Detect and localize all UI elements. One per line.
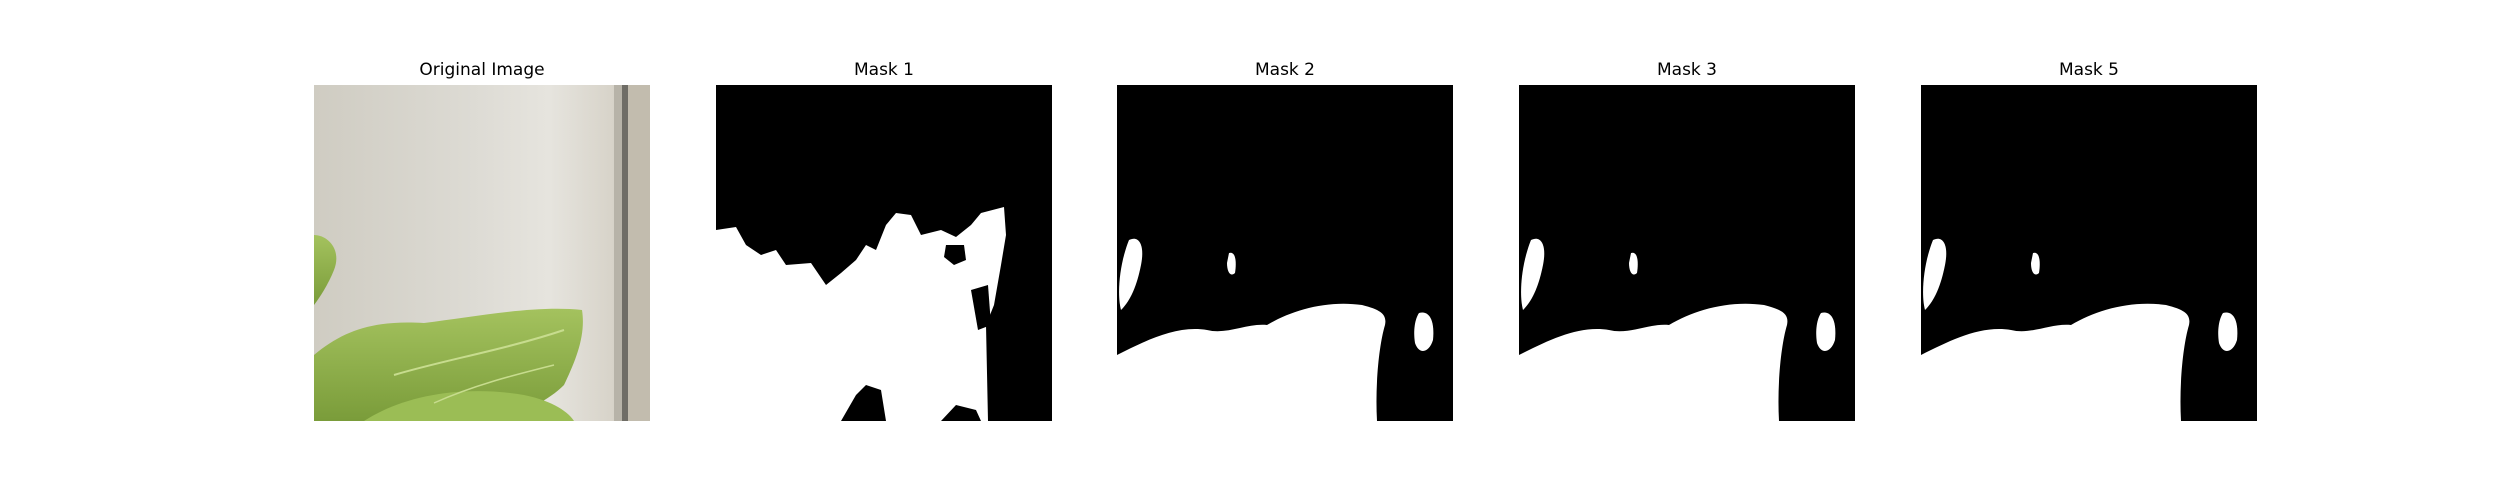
mask-image: [1117, 85, 1453, 421]
panel-title: Mask 1: [853, 60, 914, 80]
panel-mask-1: Mask 1: [716, 0, 1052, 500]
mask-region: [2218, 312, 2238, 351]
original-photo: [314, 85, 650, 421]
panel-title: Mask 2: [1254, 60, 1315, 80]
bottom-leaf: [314, 308, 583, 421]
mask-image: [1921, 85, 2257, 421]
panel-mask-3: Mask 3: [1519, 0, 1855, 500]
mask-region: [1923, 238, 1947, 310]
mask-image: [716, 85, 1052, 421]
panel-mask-5: Mask 5: [1921, 0, 2257, 500]
mask-region: [1629, 252, 1638, 275]
mask-hole: [944, 245, 966, 265]
panel-title: Mask 3: [1656, 60, 1717, 80]
mask-region: [1921, 303, 2190, 421]
mask-region: [1119, 238, 1143, 310]
frame-rail: [622, 85, 628, 421]
mask-region: [1227, 252, 1236, 275]
frame-side: [628, 85, 650, 421]
mask-region: [716, 207, 1006, 421]
mask-region: [1816, 312, 1836, 351]
mask-region: [1414, 312, 1434, 351]
panel-title: Original Image: [419, 60, 545, 80]
leaf-vein: [433, 364, 555, 404]
panel-original-image: Original Image: [314, 0, 650, 500]
mask-hole: [971, 285, 991, 330]
panel-mask-2: Mask 2: [1117, 0, 1453, 500]
mask-image: [1519, 85, 1855, 421]
mask-region: [2031, 252, 2040, 275]
leaf-vein: [393, 329, 565, 376]
left-leaf: [314, 235, 337, 305]
front-leaf: [364, 391, 574, 421]
frame-edge: [614, 85, 624, 421]
panel-title: Mask 5: [2058, 60, 2119, 80]
mask-region: [1117, 303, 1386, 421]
mask-region: [1519, 303, 1788, 421]
mask-region: [1521, 238, 1545, 310]
